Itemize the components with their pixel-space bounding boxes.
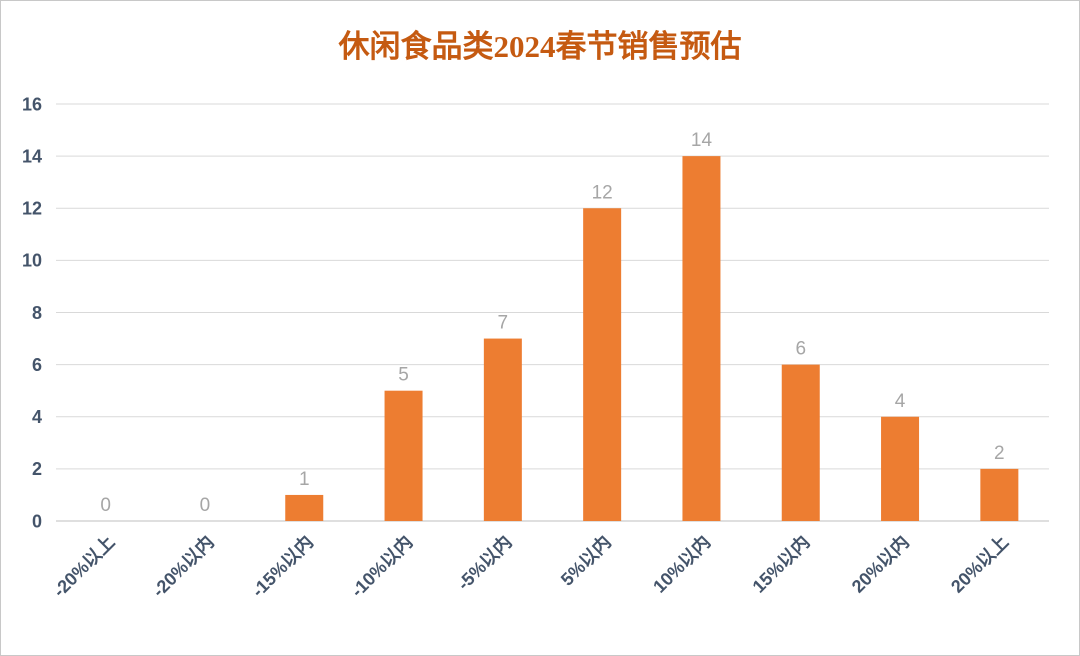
x-axis-category-label: -10%以内	[346, 531, 416, 601]
bar--5%以内	[483, 338, 522, 521]
y-axis-tick-label: 2	[32, 459, 42, 479]
y-axis-tick-label: 12	[22, 199, 42, 219]
y-axis-tick-label: 14	[22, 146, 42, 166]
bar-20%以内	[881, 416, 920, 521]
x-axis-category-label: 10%以内	[648, 531, 714, 597]
bar-value-label: 2	[994, 443, 1005, 464]
bar-value-label: 14	[691, 130, 713, 151]
bar--15%以内	[285, 494, 324, 521]
bar-value-label: 0	[200, 495, 211, 516]
x-axis-category-label: -5%以内	[453, 531, 516, 594]
y-axis-tick-label: 4	[32, 407, 42, 427]
x-axis-category-label: -15%以内	[247, 531, 317, 601]
bar-value-label: 0	[100, 495, 111, 516]
bar-value-label: 4	[895, 391, 906, 412]
bar-value-label: 7	[498, 313, 509, 334]
x-axis-category-label: 20%以上	[947, 532, 1012, 597]
bar-5%以内	[583, 208, 622, 521]
chart-title: 休闲食品类2024春节销售预估	[338, 29, 742, 64]
bar-value-label: 12	[592, 182, 613, 203]
bar--10%以内	[384, 390, 423, 521]
y-axis-tick-label: 8	[32, 303, 42, 323]
bar-value-label: 6	[795, 339, 806, 360]
bar-15%以内	[781, 364, 820, 521]
x-axis-category-label: 15%以内	[748, 531, 814, 597]
y-axis-tick-label: 0	[32, 511, 42, 531]
bar-20%以上	[980, 468, 1019, 521]
bar-value-label: 1	[299, 469, 310, 490]
y-axis-tick-label: 16	[22, 94, 42, 114]
x-axis-category-label: -20%以内	[148, 531, 218, 601]
x-axis-category-label: 20%以内	[847, 531, 913, 597]
y-axis-tick-label: 6	[32, 355, 42, 375]
y-axis-tick-label: 10	[22, 251, 42, 271]
bar-10%以内	[682, 156, 721, 521]
x-axis-category-label: 5%以内	[556, 531, 615, 590]
bar-value-label: 5	[398, 365, 409, 386]
x-axis-category-label: -20%以上	[49, 532, 118, 601]
